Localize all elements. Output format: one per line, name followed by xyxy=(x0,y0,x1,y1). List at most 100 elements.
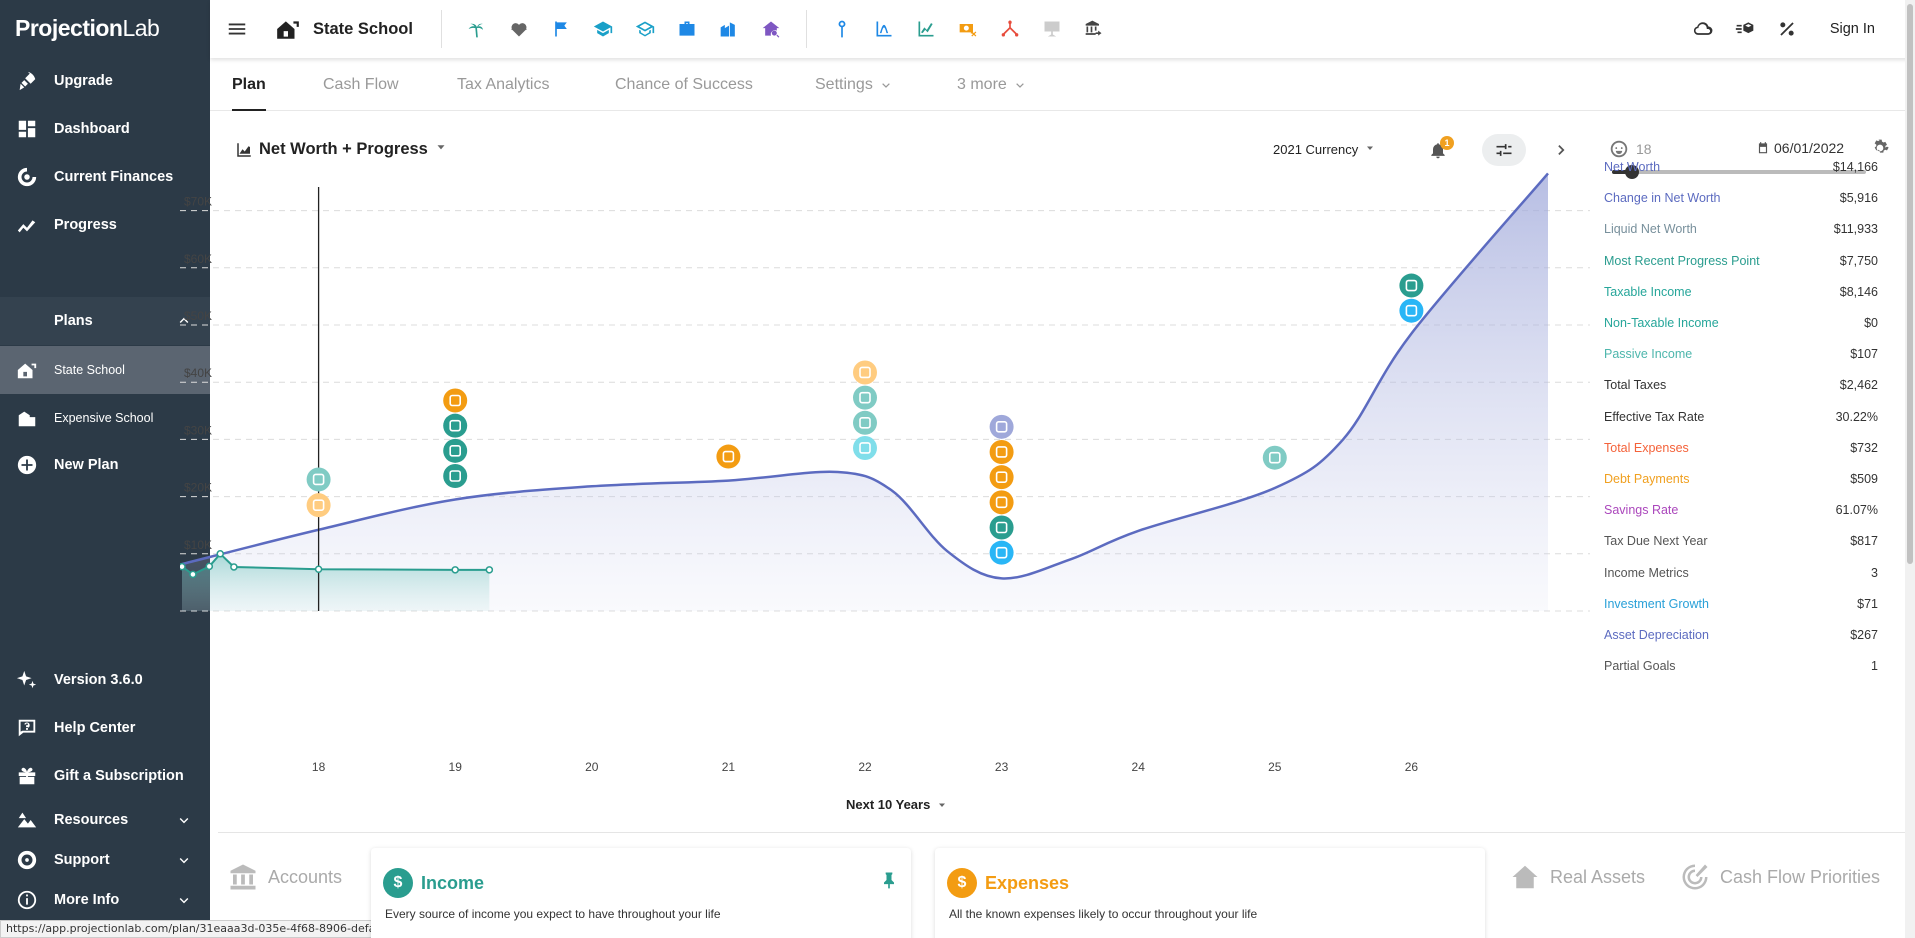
chart-line-icon[interactable] xyxy=(915,18,937,40)
plan-title[interactable]: State School xyxy=(275,16,413,42)
cash-remove-icon[interactable] xyxy=(957,18,979,40)
city-icon[interactable] xyxy=(718,18,740,40)
sidebar-item-upgrade[interactable]: Upgrade xyxy=(0,57,210,105)
event-markers xyxy=(306,273,1424,565)
bank-icon xyxy=(230,864,256,890)
heartbeat-icon[interactable] xyxy=(508,18,530,40)
progress-point xyxy=(189,570,197,579)
event-marker xyxy=(443,464,468,489)
sidebar-item-more-info[interactable]: More Info xyxy=(0,876,210,924)
school-icon xyxy=(449,470,462,482)
sidebar-item-resources[interactable]: Resources xyxy=(0,796,210,844)
event-marker-circle xyxy=(853,410,877,435)
sidebar-item-current-finances[interactable]: Current Finances xyxy=(0,153,210,201)
percent-icon[interactable] xyxy=(1776,18,1798,40)
cross-node-icon[interactable] xyxy=(999,18,1021,40)
scrollbar-thumb[interactable] xyxy=(1907,4,1913,564)
sidebar-item-gift-subscription[interactable]: Gift a Subscription xyxy=(0,752,210,800)
tab-settings[interactable]: Settings xyxy=(815,58,893,111)
tab-tax-analytics[interactable]: Tax Analytics xyxy=(457,58,549,111)
sign-in-button[interactable]: Sign In xyxy=(1829,21,1875,37)
map-marker-icon[interactable] xyxy=(831,18,853,40)
bank-transfer-icon[interactable] xyxy=(1083,18,1105,40)
event-marker-circle xyxy=(1262,445,1287,470)
stat-row: Debt Payments $509 xyxy=(1604,472,1878,492)
sidebar-item-help-center[interactable]: Help Center xyxy=(0,704,210,752)
stat-value: $107 xyxy=(1850,347,1878,362)
menu-icon[interactable] xyxy=(226,18,248,40)
event-marker-circle xyxy=(989,465,1014,490)
flag-icon[interactable] xyxy=(550,18,572,40)
gear-icon[interactable] xyxy=(1870,138,1890,158)
sidebar-item-progress[interactable]: Progress xyxy=(0,201,210,249)
tab-chance-of-success[interactable]: Chance of Success xyxy=(615,58,753,111)
stat-value: $71 xyxy=(1857,596,1878,611)
briefcase-icon[interactable] xyxy=(676,18,698,40)
plan-title-text: State School xyxy=(313,19,413,38)
building-icon xyxy=(1269,451,1281,464)
stat-row: Most Recent Progress Point $7,750 xyxy=(1604,254,1878,274)
event-marker xyxy=(989,515,1014,540)
event-marker xyxy=(716,444,741,469)
slider-fill xyxy=(1612,170,1633,174)
presentation-off-icon[interactable] xyxy=(1041,18,1063,40)
sidebar-item-dashboard[interactable]: Dashboard xyxy=(0,105,210,153)
progress-point xyxy=(216,550,224,558)
tab-label: Cash Flow xyxy=(323,75,399,93)
sidebar-item-plan-expensive-school[interactable]: Expensive School xyxy=(0,394,210,442)
timeline-slider[interactable] xyxy=(1612,165,1866,179)
chart-area-icon xyxy=(237,142,251,157)
notifications-button[interactable]: 1 xyxy=(1428,136,1454,162)
expenses-card[interactable]: $ Expenses All the known expenses likely… xyxy=(935,848,1485,938)
graduation-cap-outline-icon[interactable] xyxy=(634,18,656,40)
income-card[interactable]: $ Income Every source of income you expe… xyxy=(371,848,911,938)
sidebar-label: Progress xyxy=(54,217,117,233)
home-search-icon[interactable] xyxy=(760,18,782,40)
real-assets-tab[interactable]: Real Assets xyxy=(1510,862,1645,892)
stat-row: Taxable Income $8,146 xyxy=(1604,285,1878,305)
buildings-icon xyxy=(16,407,38,429)
page-scrollbar[interactable] xyxy=(1905,0,1915,938)
time-range-select[interactable]: Next 10 Years xyxy=(846,797,948,812)
caret-down-icon xyxy=(428,140,454,159)
tab-cash-flow[interactable]: Cash Flow xyxy=(323,58,399,111)
sidebar-item-version[interactable]: Version 3.6.0 xyxy=(0,656,210,704)
new-plan-button[interactable]: New Plan xyxy=(0,441,210,489)
progress-point xyxy=(230,563,238,571)
sidebar-item-plan-state-school[interactable]: State School xyxy=(0,346,210,394)
target-icon xyxy=(1682,864,1708,890)
stat-value: $509 xyxy=(1850,472,1878,486)
chart-type-select[interactable]: Net Worth + Progress xyxy=(235,140,454,159)
tab-plan[interactable]: Plan xyxy=(232,58,266,111)
pin-icon[interactable] xyxy=(879,870,899,890)
cash-flow-priorities-tab[interactable]: Cash Flow Priorities xyxy=(1680,862,1880,892)
chart-filters-button[interactable] xyxy=(1482,134,1526,166)
event-marker-circle xyxy=(306,493,331,518)
cloud-off-icon[interactable] xyxy=(1692,18,1714,40)
accounts-tab[interactable]: Accounts xyxy=(228,862,342,892)
event-marker-circle xyxy=(989,515,1014,540)
income-title: $ Income xyxy=(383,868,484,898)
cash-icon xyxy=(312,473,325,486)
sidebar-label: Version 3.6.0 xyxy=(54,672,143,688)
event-marker xyxy=(853,385,877,410)
slider-handle[interactable] xyxy=(1625,165,1640,179)
chart-bell-icon[interactable] xyxy=(873,18,895,40)
app-logo[interactable]: Projection Lab xyxy=(0,0,210,56)
city-icon xyxy=(1405,304,1418,317)
date-display[interactable]: 06/01/2022 xyxy=(1756,140,1844,156)
net-worth-chart[interactable]: $10K $20K $30K $40K $50K $60K $70K 18 19 20 21 22 2… xyxy=(180,170,1590,780)
progress-icon xyxy=(16,214,38,236)
cube-send-icon[interactable] xyxy=(1734,18,1756,40)
chevron-down-icon xyxy=(1013,78,1027,92)
sidebar-item-support[interactable]: Support xyxy=(0,836,210,884)
tab-more[interactable]: 3 more xyxy=(957,58,1027,111)
graduation-cap-icon[interactable] xyxy=(592,18,614,40)
currency-label: 2021 Currency xyxy=(1273,142,1359,157)
chevron-right-icon[interactable] xyxy=(1552,140,1572,160)
palm-tree-icon[interactable] xyxy=(466,18,488,40)
x-tick-label: 25 xyxy=(1268,760,1282,774)
currency-select[interactable]: 2021 Currency xyxy=(1273,142,1376,157)
plans-section-toggle[interactable]: Plans xyxy=(0,297,210,345)
chevron-down-icon xyxy=(176,892,192,908)
